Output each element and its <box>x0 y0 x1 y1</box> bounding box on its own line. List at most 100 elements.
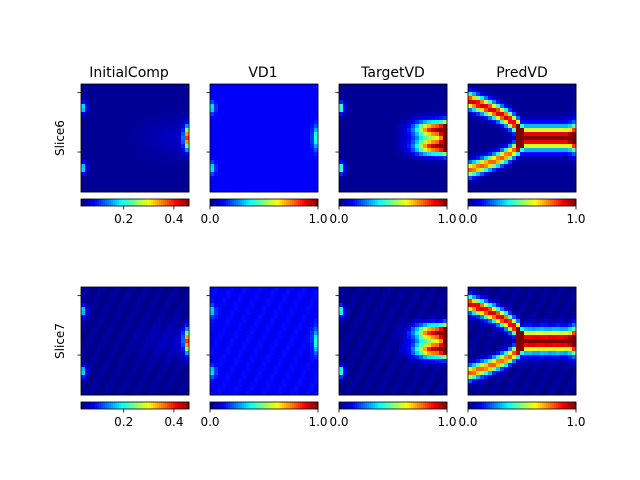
heatmap-cell <box>472 100 477 105</box>
heatmap-cell <box>355 112 360 117</box>
heatmap-cell <box>443 140 448 145</box>
heatmap-cell <box>431 287 436 292</box>
heatmap-cell <box>218 387 223 392</box>
heatmap-cell <box>286 339 291 344</box>
heatmap-cell <box>290 144 295 149</box>
heatmap-cell <box>520 88 525 93</box>
heatmap-cell <box>435 144 440 149</box>
heatmap-cell <box>169 323 174 328</box>
heatmap-cell <box>427 351 432 356</box>
heatmap-cell <box>173 148 178 153</box>
heatmap-cell <box>294 148 299 153</box>
heatmap-cell <box>347 359 352 364</box>
heatmap-cell <box>246 148 251 153</box>
heatmap-cell <box>254 112 259 117</box>
heatmap-cell <box>157 132 162 137</box>
heatmap-cell <box>528 120 533 125</box>
heatmap-cell <box>391 132 396 137</box>
heatmap-cell <box>294 339 299 344</box>
heatmap-cell <box>298 287 303 292</box>
heatmap-cell <box>407 188 412 193</box>
heatmap-cell <box>169 383 174 388</box>
heatmap-cell <box>520 148 525 153</box>
heatmap-cell <box>230 88 235 93</box>
heatmap-cell <box>125 371 130 376</box>
heatmap-cell <box>242 299 247 304</box>
heatmap-cell <box>314 168 319 173</box>
heatmap-cell <box>399 168 404 173</box>
heatmap-cell <box>226 96 231 101</box>
heatmap-cell <box>383 331 388 336</box>
heatmap-cell <box>109 156 114 161</box>
heatmap-cell <box>153 295 158 300</box>
heatmap-cell <box>145 136 150 141</box>
heatmap-cell <box>431 180 436 185</box>
heatmap-cell <box>351 104 356 109</box>
heatmap-cell <box>363 84 368 89</box>
heatmap-cell <box>302 136 307 141</box>
heatmap-cell <box>423 347 428 352</box>
heatmap-cell <box>173 383 178 388</box>
heatmap-cell <box>379 323 384 328</box>
heatmap-cell <box>395 144 400 149</box>
heatmap-cell <box>399 319 404 324</box>
heatmap-cell <box>343 112 348 117</box>
heatmap-cell <box>181 100 186 105</box>
heatmap-cell <box>129 180 134 185</box>
heatmap-cell <box>262 132 267 137</box>
heatmap-cell <box>403 295 408 300</box>
heatmap-cell <box>347 120 352 125</box>
heatmap-cell <box>177 96 182 101</box>
heatmap-cell <box>101 363 106 368</box>
heatmap-cell <box>536 172 541 177</box>
heatmap-cell <box>443 148 448 153</box>
heatmap-cell <box>480 152 485 157</box>
heatmap-cell <box>266 379 271 384</box>
heatmap-cell <box>181 180 186 185</box>
heatmap-cell <box>468 180 473 185</box>
heatmap-cell <box>125 379 130 384</box>
heatmap-cell <box>254 339 259 344</box>
heatmap-cell <box>81 112 86 117</box>
heatmap-cell <box>254 176 259 181</box>
heatmap-cell <box>226 299 231 304</box>
heatmap-cell <box>359 168 364 173</box>
heatmap-cell <box>443 303 448 308</box>
heatmap-cell <box>391 148 396 153</box>
heatmap-cell <box>298 363 303 368</box>
heatmap-cell <box>504 116 509 121</box>
heatmap-cell <box>568 104 573 109</box>
heatmap-cell <box>427 315 432 320</box>
heatmap-cell <box>113 108 118 113</box>
heatmap-cell <box>165 363 170 368</box>
heatmap-cell <box>306 164 311 169</box>
heatmap-cell <box>258 120 263 125</box>
heatmap-cell <box>85 172 90 177</box>
heatmap-cell <box>294 144 299 149</box>
heatmap-cell <box>302 88 307 93</box>
heatmap-cell <box>81 351 86 356</box>
heatmap-cell <box>532 172 537 177</box>
heatmap-cell <box>431 351 436 356</box>
heatmap-cell <box>282 335 287 340</box>
heatmap-cell <box>230 371 235 376</box>
heatmap-cell <box>214 132 219 137</box>
heatmap-cell <box>439 164 444 169</box>
heatmap-cell <box>435 84 440 89</box>
heatmap-cell <box>504 128 509 133</box>
heatmap-cell <box>395 323 400 328</box>
heatmap-cell <box>145 287 150 292</box>
heatmap-cell <box>125 116 130 121</box>
heatmap-cell <box>230 128 235 133</box>
heatmap-cell <box>496 108 501 113</box>
heatmap-cell <box>415 180 420 185</box>
heatmap-cell <box>101 355 106 360</box>
heatmap-cell <box>125 343 130 348</box>
heatmap-cell <box>560 172 565 177</box>
heatmap-cell <box>556 92 561 97</box>
heatmap-cell <box>516 124 521 129</box>
heatmap-cell <box>391 323 396 328</box>
heatmap-cell <box>278 383 283 388</box>
heatmap-cell <box>310 387 315 392</box>
heatmap-cell <box>314 315 319 320</box>
